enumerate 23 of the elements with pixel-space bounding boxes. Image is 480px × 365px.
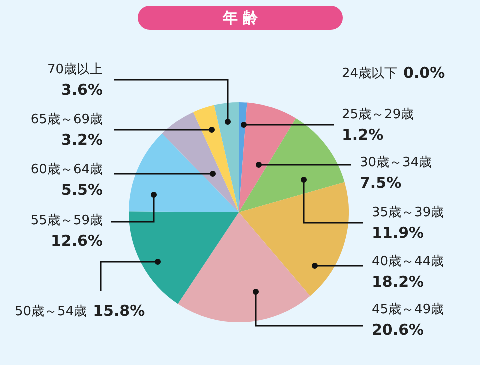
chart-title: 年 齢 <box>138 6 343 30</box>
data-label: 3.6% <box>61 80 103 99</box>
slice-label: 30歳～34歳 <box>360 155 432 170</box>
data-label: 1.2% <box>342 126 384 144</box>
slice-label: 40歳～44歳 <box>372 254 444 270</box>
slice-label: 45歳～49歳 <box>372 302 444 318</box>
data-label: 3.2% <box>61 130 103 149</box>
data-label: 7.5% <box>360 174 402 192</box>
data-label: 5.5% <box>61 180 103 199</box>
slice-label: 70歳以上 <box>47 62 103 78</box>
category-label: 24歳以下 <box>342 66 398 82</box>
data-label: 12.6% <box>50 232 103 250</box>
text: 0.0% <box>404 64 446 82</box>
slice-label: 65歳～69歳 <box>30 112 103 128</box>
data-label: 18.2% <box>372 272 424 291</box>
slice-label: 25歳～29歳 <box>342 107 414 122</box>
data-label: 15.8% <box>93 302 146 320</box>
slice-label: 50歳～54歳 <box>15 304 88 320</box>
slice-label: 55歳～59歳 <box>30 213 103 228</box>
data-label: 20.6% <box>372 320 424 339</box>
slice-label: 35歳～39歳 <box>372 205 444 220</box>
slice-label: 60歳～64歳 <box>30 162 103 178</box>
data-label: 11.9% <box>372 224 424 242</box>
